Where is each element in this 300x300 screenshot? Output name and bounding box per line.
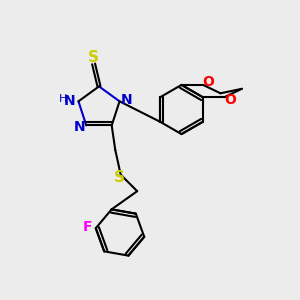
Text: H: H [59, 94, 68, 104]
Text: F: F [82, 220, 92, 234]
Text: N: N [74, 120, 85, 134]
Text: N: N [64, 94, 76, 108]
Text: O: O [202, 76, 214, 89]
Text: S: S [114, 169, 125, 184]
Text: S: S [88, 50, 99, 65]
Text: N: N [120, 93, 132, 107]
Text: O: O [224, 93, 236, 106]
